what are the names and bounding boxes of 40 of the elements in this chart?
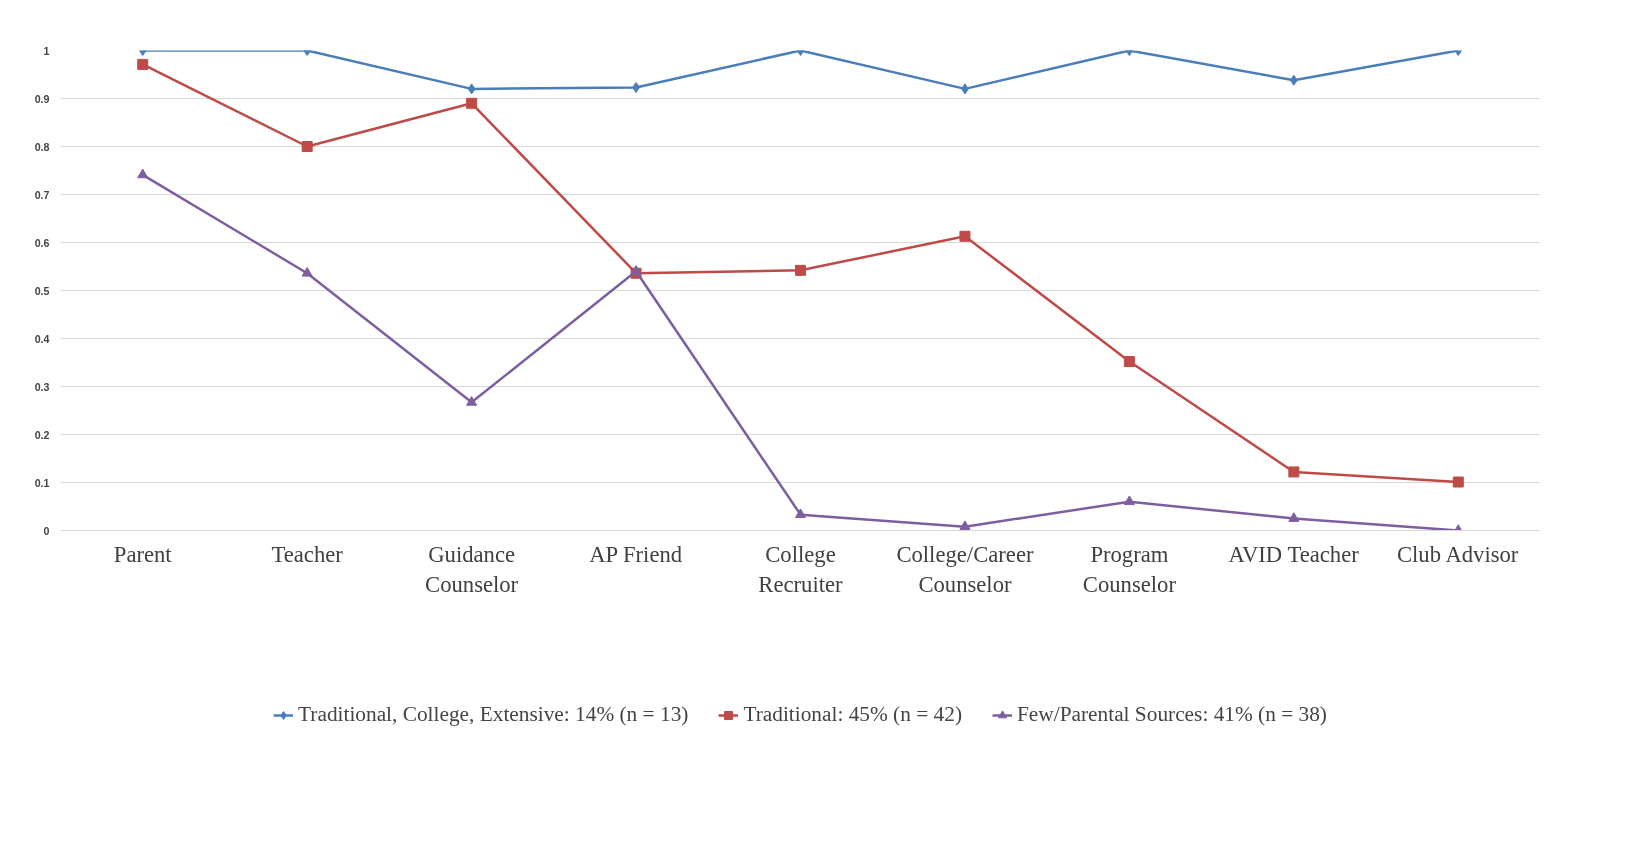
x-tick-label: Club Advisor	[1396, 541, 1519, 567]
y-tick-label: 1	[43, 44, 50, 57]
x-tick-label: College Recruiter	[758, 541, 844, 597]
point	[137, 58, 149, 70]
point	[1452, 476, 1464, 488]
point	[467, 83, 476, 95]
y-tick-label: 0	[43, 524, 50, 537]
point	[466, 396, 478, 406]
point	[1123, 495, 1135, 506]
y-tick-label: 0.7	[34, 188, 50, 201]
point	[795, 508, 806, 519]
x-tick-label: Guidance Counselor	[425, 541, 519, 597]
y-tick-label: 0.6	[34, 236, 50, 249]
x-tick-label: Program Counselor	[1082, 541, 1177, 597]
y-tick-label: 0.5	[34, 284, 50, 297]
y-tick-label: 0.2	[34, 428, 50, 441]
point	[1288, 512, 1300, 522]
point	[301, 141, 313, 152]
legend-label: Few/Parental Sources: 41% (n = 38)	[1016, 702, 1327, 727]
point	[301, 266, 313, 277]
legend-label: Traditional, College, Extensive: 14% (n = 13)	[298, 702, 689, 727]
point	[630, 265, 642, 275]
x-tick-label: AP Friend	[589, 541, 683, 567]
x-tick-label: Parent	[113, 541, 173, 567]
point	[1123, 356, 1135, 368]
y-tick-label: 0.3	[34, 380, 50, 393]
x-tick-label: AVID Teacher	[1228, 541, 1360, 567]
y-tick-label: 0.9	[34, 92, 50, 105]
y-tick-label: 0.8	[34, 140, 50, 153]
legend-label: Traditional: 45% (n = 42)	[743, 702, 962, 727]
point	[466, 97, 478, 109]
y-tick-label: 0.1	[34, 476, 50, 489]
y-tick-label: 0.4	[34, 332, 50, 345]
point	[1288, 466, 1300, 478]
point	[137, 168, 149, 179]
point	[795, 264, 806, 276]
point	[959, 230, 971, 242]
x-tick-label: Teacher	[271, 541, 344, 567]
x-tick-label: College/Career Counselor	[896, 541, 1034, 597]
point	[959, 520, 971, 531]
